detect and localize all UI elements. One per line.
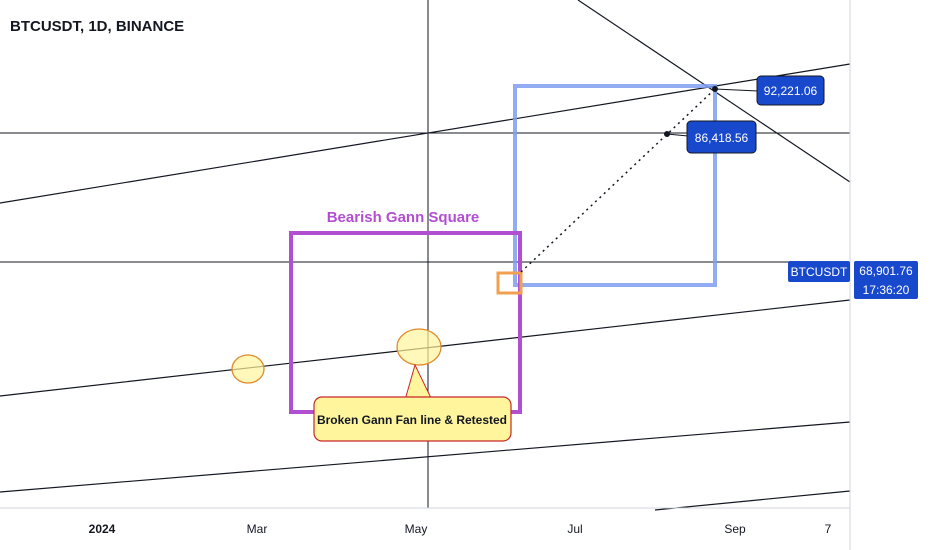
- x-tick-7: 7: [825, 522, 832, 536]
- x-tick-2024: 2024: [89, 522, 116, 536]
- retest-callout-label: Broken Gann Fan line & Retested: [317, 413, 507, 427]
- gann-fan-line-bottom: [654, 490, 851, 511]
- target-label-mid: 86,418.56: [686, 120, 757, 154]
- countdown-text: 17:36:20: [863, 283, 910, 297]
- x-tick-jul: Jul: [567, 522, 582, 536]
- symbol-tag-text: BTCUSDT: [791, 265, 848, 279]
- target-label-high: 92,221.06: [756, 75, 825, 106]
- projection-path: [520, 86, 759, 273]
- target-label-high-text: 92,221.06: [764, 84, 818, 98]
- gann-square-label: Bearish Gann Square: [327, 209, 480, 226]
- last-price-text: 68,901.76: [859, 264, 913, 278]
- x-tick-sep: Sep: [724, 522, 746, 536]
- target-label-mid-text: 86,418.56: [695, 131, 749, 145]
- price-axis[interactable]: 100,000.0090,000.0080,000.0070,000.0060,…: [788, 0, 922, 550]
- chart-title: BTCUSDT, 1D, BINANCE: [10, 18, 185, 35]
- time-axis[interactable]: 2024 Mar May Jul Sep 7: [0, 507, 850, 536]
- projection-box: [513, 84, 717, 287]
- symbol-tag: [788, 261, 850, 282]
- x-tick-mar: Mar: [247, 522, 268, 536]
- x-tick-may: May: [405, 522, 428, 536]
- current-price-marker: [496, 271, 523, 295]
- breakout-ellipse-left: [231, 354, 265, 384]
- last-price-tag: [854, 261, 918, 299]
- breakout-ellipse-right: [396, 328, 442, 366]
- gann-fan-line-lower: [0, 421, 851, 493]
- retest-callout: Broken Gann Fan line & Retested: [313, 363, 512, 442]
